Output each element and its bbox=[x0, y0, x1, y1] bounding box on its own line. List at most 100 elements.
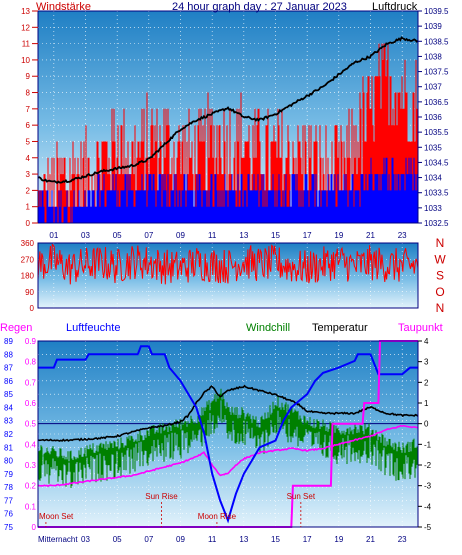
pressure-tick-label: 1039 bbox=[424, 22, 442, 31]
hour-tick-label: Mitternacht bbox=[38, 535, 78, 544]
compass-label: N bbox=[436, 301, 445, 315]
hour-tick-label: 03 bbox=[81, 535, 90, 544]
temperature-tick-label: -2 bbox=[424, 461, 432, 470]
hour-tick-label: 21 bbox=[366, 535, 375, 544]
direction-tick-label: 360 bbox=[21, 239, 35, 248]
humidity-tick-label: 82 bbox=[4, 430, 13, 439]
humidity-tick-label: 86 bbox=[4, 377, 13, 386]
hour-tick-label: 23 bbox=[398, 231, 407, 240]
temperature-line bbox=[37, 384, 419, 442]
legend-windchill: Windchill bbox=[246, 322, 290, 334]
compass-label: W bbox=[434, 252, 446, 266]
hour-tick-label: 07 bbox=[144, 535, 153, 544]
pressure-tick-label: 1038 bbox=[424, 52, 442, 61]
legend-rain: Regen bbox=[0, 322, 32, 334]
hour-tick-label: 15 bbox=[271, 535, 280, 544]
humidity-tick-label: 80 bbox=[4, 457, 13, 466]
humidity-tick-label: 79 bbox=[4, 470, 13, 479]
pressure-tick-label: 1034 bbox=[424, 174, 442, 183]
hour-tick-label: 13 bbox=[239, 535, 248, 544]
temperature-tick-label: -5 bbox=[424, 523, 432, 532]
wind-tick-label: 7 bbox=[26, 105, 31, 114]
compass-label: O bbox=[435, 285, 444, 299]
pressure-line bbox=[37, 36, 419, 185]
wind-tick-label: 8 bbox=[26, 89, 31, 98]
hour-tick-label: 15 bbox=[271, 231, 280, 240]
hour-tick-label: 13 bbox=[239, 231, 248, 240]
humidity-tick-label: 83 bbox=[4, 417, 13, 426]
rain-tick-label: 0.5 bbox=[25, 420, 37, 429]
rain-tick-label: 0.4 bbox=[25, 440, 37, 449]
hour-tick-label: 05 bbox=[113, 231, 122, 240]
rain-line bbox=[38, 340, 418, 528]
pressure-tick-label: 1035.5 bbox=[424, 128, 449, 137]
pressure-tick-label: 1032.5 bbox=[424, 219, 449, 228]
wind-tick-label: 0 bbox=[26, 219, 31, 228]
direction-tick-label: 180 bbox=[21, 272, 35, 281]
hour-tick-label: 01 bbox=[49, 231, 58, 240]
direction-marks bbox=[37, 243, 419, 285]
wind-tick-label: 6 bbox=[26, 121, 31, 130]
legend-temperature: Temperatur bbox=[312, 322, 368, 334]
astro-annotation: Moon Set bbox=[39, 512, 74, 521]
rain-tick-label: 0.1 bbox=[25, 502, 37, 511]
pressure-tick-label: 1033 bbox=[424, 204, 442, 213]
wind-tick-label: 11 bbox=[22, 40, 31, 49]
hour-tick-label: 11 bbox=[208, 535, 217, 544]
temperature-tick-label: -3 bbox=[424, 482, 432, 491]
pressure-tick-label: 1036.5 bbox=[424, 98, 449, 107]
wind-pressure-marks bbox=[37, 36, 419, 223]
hour-tick-label: 19 bbox=[334, 231, 343, 240]
pressure-tick-label: 1037 bbox=[424, 83, 442, 92]
rain-tick-label: 0.8 bbox=[25, 358, 37, 367]
astro-annotation: Sun Set bbox=[287, 492, 316, 501]
pressure-tick-label: 1037.5 bbox=[424, 68, 449, 77]
pressure-axis-title: Luftdruck bbox=[372, 1, 418, 13]
temperature-tick-label: -4 bbox=[424, 502, 432, 511]
hour-tick-label: 03 bbox=[81, 231, 90, 240]
wind-direction-line bbox=[37, 243, 419, 285]
temperature-tick-label: 1 bbox=[424, 399, 429, 408]
direction-tick-label: 270 bbox=[21, 255, 35, 264]
astro-annotation: Moon Rise bbox=[198, 512, 237, 521]
wind-tick-label: 3 bbox=[26, 170, 31, 179]
legend-humidity: Luftfeuchte bbox=[66, 322, 120, 334]
pressure-tick-label: 1033.5 bbox=[424, 189, 449, 198]
humidity-tick-label: 78 bbox=[4, 483, 13, 492]
humidity-line bbox=[38, 345, 418, 524]
temperature-tick-label: 4 bbox=[424, 337, 429, 346]
humidity-tick-label: 77 bbox=[4, 496, 13, 505]
hour-tick-label: 17 bbox=[303, 231, 312, 240]
axis-labels: 0123456789101112131032.510331033.5103410… bbox=[4, 7, 449, 544]
rain-tick-label: 0 bbox=[32, 523, 37, 532]
direction-tick-label: 0 bbox=[30, 304, 35, 313]
wind-gust-bars bbox=[38, 157, 419, 223]
temperature-tick-label: -1 bbox=[424, 440, 432, 449]
wind-tick-label: 1 bbox=[26, 203, 31, 212]
pressure-tick-label: 1039.5 bbox=[424, 7, 449, 16]
dewpoint-line bbox=[37, 424, 419, 488]
wind-tick-label: 4 bbox=[26, 154, 31, 163]
humidity-tick-label: 81 bbox=[4, 443, 13, 452]
wind-tick-label: 12 bbox=[21, 23, 30, 32]
humidity-tick-label: 76 bbox=[4, 510, 13, 519]
hour-tick-label: 09 bbox=[176, 535, 185, 544]
direction-tick-label: 90 bbox=[25, 288, 34, 297]
humidity-tick-label: 84 bbox=[4, 403, 13, 412]
pressure-tick-label: 1035 bbox=[424, 143, 442, 152]
humidity-tick-label: 85 bbox=[4, 390, 13, 399]
legend-dewpoint: Taupunkt bbox=[398, 322, 443, 334]
humidity-tick-label: 89 bbox=[4, 337, 13, 346]
pressure-tick-label: 1038.5 bbox=[424, 37, 449, 46]
direction-frame bbox=[37, 242, 419, 309]
rain-tick-label: 0.6 bbox=[25, 399, 37, 408]
compass-label: S bbox=[436, 269, 444, 283]
compass-label: N bbox=[436, 236, 445, 250]
hour-tick-label: 05 bbox=[113, 535, 122, 544]
humidity-tick-label: 75 bbox=[4, 523, 13, 532]
wind-tick-label: 5 bbox=[26, 137, 31, 146]
hour-tick-label: 09 bbox=[176, 231, 185, 240]
rain-tick-label: 0.9 bbox=[25, 337, 37, 346]
rain-tick-label: 0.2 bbox=[25, 482, 37, 491]
